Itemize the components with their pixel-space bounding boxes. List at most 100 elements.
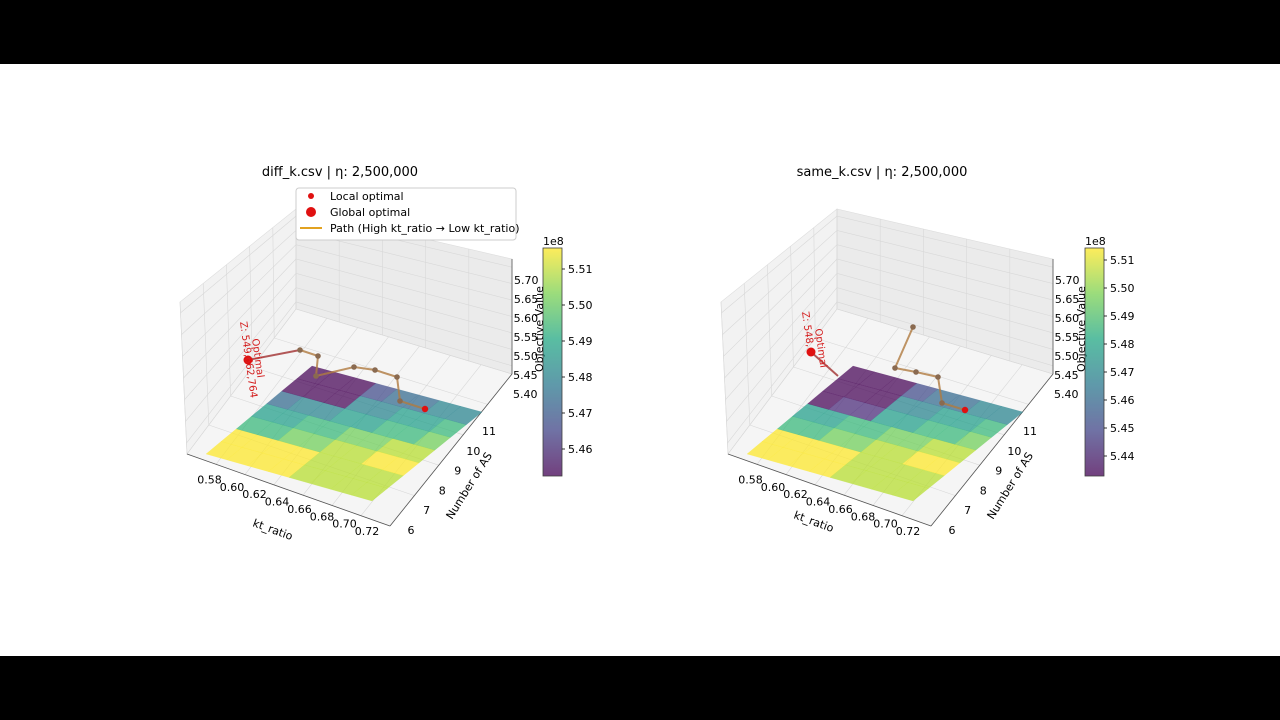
- floor-gridline: [186, 308, 297, 455]
- x-tick-label: 0.68: [310, 510, 335, 523]
- y-axis-line: [389, 373, 513, 527]
- wall-gridline: [727, 301, 1054, 444]
- colorbar-tick-label: 5.45: [1110, 422, 1135, 435]
- y-tick-label: 9: [995, 465, 1002, 478]
- local-optimal-point: [351, 364, 357, 370]
- z-tick-labels: 5.40 5.45 5.50 5.55 5.60 5.65 5.70: [1054, 274, 1080, 401]
- x-axis-line: [186, 453, 391, 527]
- x-tick-label: 0.64: [265, 496, 290, 509]
- x-tick-label: 0.70: [873, 518, 898, 531]
- colorbar-tick-label: 5.49: [568, 335, 593, 348]
- z-tick-label: 5.60: [1055, 312, 1080, 325]
- z-tick-label: 5.45: [513, 369, 538, 382]
- local-optimal-point: [394, 374, 400, 380]
- local-optimal-point: [892, 365, 898, 371]
- wall-gridline: [722, 230, 1054, 335]
- y-tick-label: 8: [980, 484, 987, 497]
- x-tick-label: 0.66: [287, 503, 312, 516]
- y-tick-label: 6: [408, 524, 415, 537]
- colorbar-tick-label: 5.48: [568, 371, 593, 384]
- colorbar-ticks: 5.44 5.45 5.46 5.47 5.48 5.49 5.50 5.51: [1104, 254, 1135, 463]
- floor-gridline: [295, 308, 513, 375]
- local-optimal-point: [913, 369, 919, 375]
- colorbar-tick-label: 5.51: [568, 263, 593, 276]
- z-tick-label: 5.65: [1055, 293, 1080, 306]
- z-tick-label: 5.65: [514, 293, 539, 306]
- global-optimal-point: [806, 347, 816, 357]
- x-tick-label: 0.68: [851, 510, 876, 523]
- legend-local-label: Local optimal: [330, 190, 404, 203]
- z-tick-label: 5.50: [1054, 350, 1079, 363]
- floor-gridline: [727, 308, 838, 455]
- y-tick-label: 11: [482, 425, 496, 438]
- y-axis-line: [930, 373, 1054, 527]
- y-tick-label: 7: [964, 504, 971, 517]
- figure-svg: diff_k.csv | η: 2,500,000 0.580.600.620.…: [179, 165, 1135, 543]
- optimal-annotation-label: Optimal: [812, 328, 828, 369]
- colorbar-gradient: [1084, 247, 1105, 477]
- colorbar-tick-label: 5.50: [568, 299, 593, 312]
- path-line: [299, 349, 426, 410]
- wall-gridline: [724, 258, 1054, 379]
- z-tick-label: 5.60: [514, 312, 539, 325]
- colorbar-exponent: 1e8: [1085, 235, 1106, 248]
- colorbar-tick-label: 5.46: [568, 443, 593, 456]
- x-tick-label: 0.60: [220, 481, 245, 494]
- z-tick-label: 5.70: [1055, 274, 1080, 287]
- local-optimal-point: [397, 398, 403, 404]
- path-line: [893, 326, 966, 411]
- x-tick-label: 0.62: [242, 488, 267, 501]
- x-tick-label: 0.62: [783, 488, 808, 501]
- colorbar-exponent: 1e8: [543, 235, 564, 248]
- optimization-path: [243, 347, 429, 413]
- colorbar-ticks: 5.46 5.47 5.48 5.49 5.50 5.51: [562, 263, 593, 456]
- x-tick-label: 0.66: [828, 503, 853, 516]
- colorbar-tick-label: 5.48: [1110, 338, 1135, 351]
- colorbar-tick-label: 5.47: [568, 407, 593, 420]
- chart-title: same_k.csv | η: 2,500,000: [797, 165, 968, 180]
- colorbar-tick-label: 5.47: [1110, 366, 1135, 379]
- local-optimal-point: [297, 347, 303, 353]
- x-tick-label: 0.72: [355, 525, 380, 538]
- local-optimal-point: [372, 367, 378, 373]
- optimal-annotation-label: Optimal: [249, 338, 265, 379]
- colorbar-tick-label: 5.49: [1110, 310, 1135, 323]
- x-tick-label: 0.60: [761, 481, 786, 494]
- x-axis-line: [727, 453, 932, 527]
- z-tick-label: 5.40: [513, 388, 538, 401]
- legend: Local optimal Global optimal Path (High …: [295, 187, 519, 241]
- z-tick-label: 5.45: [1054, 369, 1079, 382]
- z-tick-label: 5.70: [514, 274, 539, 287]
- legend-local-marker: [308, 193, 314, 199]
- y-tick-label: 9: [454, 465, 461, 478]
- wall-gridline: [725, 272, 1054, 400]
- wall-gridline: [721, 215, 1054, 314]
- local-optimal-point: [935, 374, 941, 380]
- x-tick-labels: 0.580.600.620.640.660.680.700.72: [738, 473, 920, 538]
- colorbar-tick-label: 5.44: [1110, 450, 1135, 463]
- wall-gridline: [186, 301, 513, 444]
- wall-gridline: [726, 287, 1054, 422]
- path-line-to-optimum: [247, 349, 301, 361]
- optimization-path: [806, 324, 969, 414]
- colorbar-tick-label: 5.46: [1110, 394, 1135, 407]
- x-tick-labels: 0.580.600.620.640.660.680.700.72: [197, 473, 379, 538]
- local-optimal-point: [939, 400, 945, 406]
- x-tick-label: 0.70: [332, 518, 357, 531]
- z-tick-label: 5.40: [1054, 388, 1079, 401]
- chart-title: diff_k.csv | η: 2,500,000: [262, 165, 418, 180]
- colorbar-tick-label: 5.51: [1110, 254, 1135, 267]
- colorbar: 1e8 5.46 5.47 5.48 5.49 5.50 5.51: [542, 235, 593, 477]
- surface-plot: [746, 365, 1024, 502]
- z-tick-label: 5.50: [513, 350, 538, 363]
- z-tick-label: 5.55: [1055, 331, 1080, 344]
- figure-canvas: diff_k.csv | η: 2,500,000 0.58 0.60 0.62 0.…: [0, 64, 1280, 656]
- floor-gridline: [815, 337, 1029, 405]
- x-tick-label: 0.58: [738, 473, 763, 486]
- y-tick-label: 10: [1007, 445, 1021, 458]
- floor-gridline: [836, 308, 1054, 375]
- local-optimal-point: [910, 324, 916, 330]
